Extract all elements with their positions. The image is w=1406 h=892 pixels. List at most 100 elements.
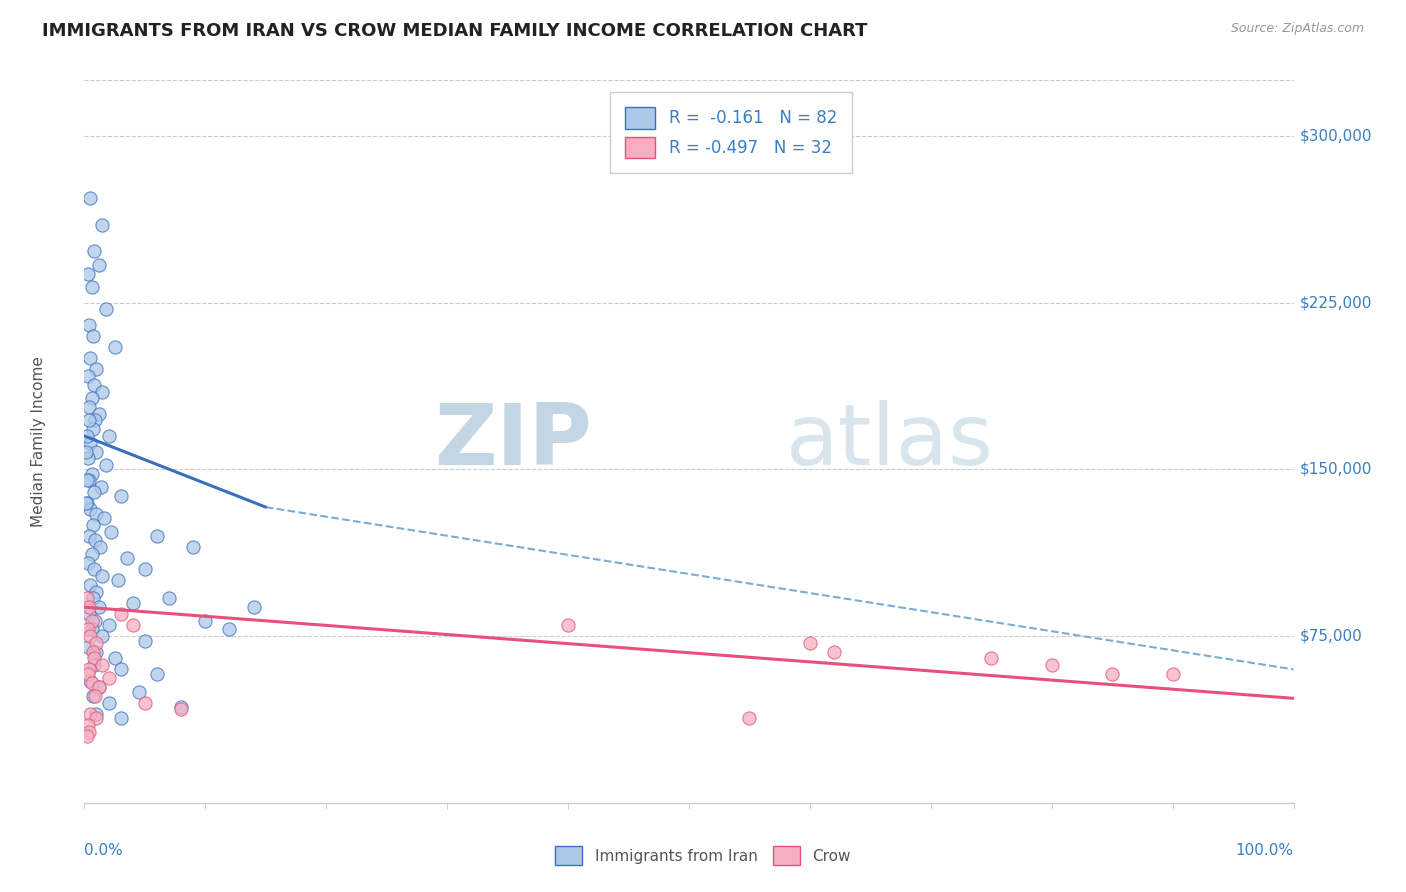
Legend: R =  -0.161   N = 82, R = -0.497   N = 32: R = -0.161 N = 82, R = -0.497 N = 32	[610, 92, 852, 173]
Point	[82, 591, 104, 606]
Point	[84, 413, 107, 427]
Point	[84, 689, 107, 703]
Point	[77, 662, 100, 676]
Point	[77, 451, 100, 466]
Point	[86, 444, 108, 458]
Point	[89, 540, 111, 554]
Point	[218, 623, 240, 637]
Point	[82, 645, 104, 659]
Point	[77, 529, 100, 543]
Point	[134, 562, 156, 576]
Point	[77, 368, 100, 383]
Point	[557, 618, 579, 632]
Point	[104, 651, 127, 665]
Point	[121, 596, 143, 610]
Point	[83, 562, 105, 576]
Point	[76, 474, 98, 488]
Point	[97, 696, 120, 710]
Point	[87, 258, 110, 272]
Point	[79, 191, 101, 205]
Point	[77, 267, 100, 281]
Point	[146, 529, 169, 543]
Point	[242, 600, 264, 615]
Point	[97, 671, 120, 685]
Point	[91, 218, 114, 232]
Point	[83, 484, 105, 499]
Text: $75,000: $75,000	[1299, 629, 1362, 643]
Point	[97, 618, 120, 632]
Point	[86, 362, 108, 376]
Point	[823, 645, 845, 659]
Point	[77, 413, 100, 427]
Point	[87, 600, 110, 615]
Point	[83, 651, 105, 665]
Point	[75, 444, 97, 458]
Point	[84, 533, 107, 548]
Point	[80, 547, 103, 561]
Point	[80, 467, 103, 481]
Point	[84, 614, 107, 628]
Point	[76, 496, 98, 510]
Point	[86, 645, 108, 659]
Point	[110, 489, 132, 503]
Point	[79, 502, 101, 516]
Point	[77, 400, 100, 414]
Point	[77, 556, 100, 570]
Point	[77, 666, 100, 681]
Point	[110, 607, 132, 621]
Point	[100, 524, 122, 539]
Point	[87, 680, 110, 694]
Text: ZIP: ZIP	[434, 400, 592, 483]
Point	[75, 496, 97, 510]
Point	[76, 729, 98, 743]
Point	[91, 569, 114, 583]
Point	[80, 280, 103, 294]
Point	[83, 657, 105, 672]
Point	[86, 636, 108, 650]
Point	[1101, 666, 1123, 681]
Point	[107, 574, 129, 588]
Point	[104, 340, 127, 354]
Point	[77, 318, 100, 332]
Point	[80, 391, 103, 405]
Point	[86, 507, 108, 521]
Point	[77, 724, 100, 739]
Point	[79, 673, 101, 688]
Point	[128, 684, 150, 698]
Point	[93, 511, 115, 525]
Point	[90, 480, 112, 494]
Point	[86, 711, 108, 725]
Point	[80, 675, 103, 690]
Point	[86, 584, 108, 599]
Point	[83, 244, 105, 259]
Point	[738, 711, 761, 725]
Point	[157, 591, 180, 606]
Point	[115, 551, 138, 566]
Point	[799, 636, 821, 650]
Point	[980, 651, 1002, 665]
Point	[79, 435, 101, 450]
Point	[77, 474, 100, 488]
Point	[82, 422, 104, 436]
Point	[134, 696, 156, 710]
Point	[110, 711, 132, 725]
Text: $300,000: $300,000	[1299, 128, 1372, 144]
Point	[79, 629, 101, 643]
Point	[1040, 657, 1063, 672]
Point	[87, 407, 110, 421]
Point	[94, 302, 117, 317]
Point	[134, 633, 156, 648]
Point	[91, 657, 114, 672]
Point	[83, 377, 105, 392]
Point	[194, 614, 217, 628]
Point	[82, 329, 104, 343]
Point	[94, 458, 117, 472]
Point	[1161, 666, 1184, 681]
Point	[87, 680, 110, 694]
Point	[76, 591, 98, 606]
Text: $150,000: $150,000	[1299, 462, 1372, 477]
Point	[86, 706, 108, 721]
Point	[77, 640, 100, 655]
Text: $225,000: $225,000	[1299, 295, 1372, 310]
Point	[170, 700, 193, 714]
